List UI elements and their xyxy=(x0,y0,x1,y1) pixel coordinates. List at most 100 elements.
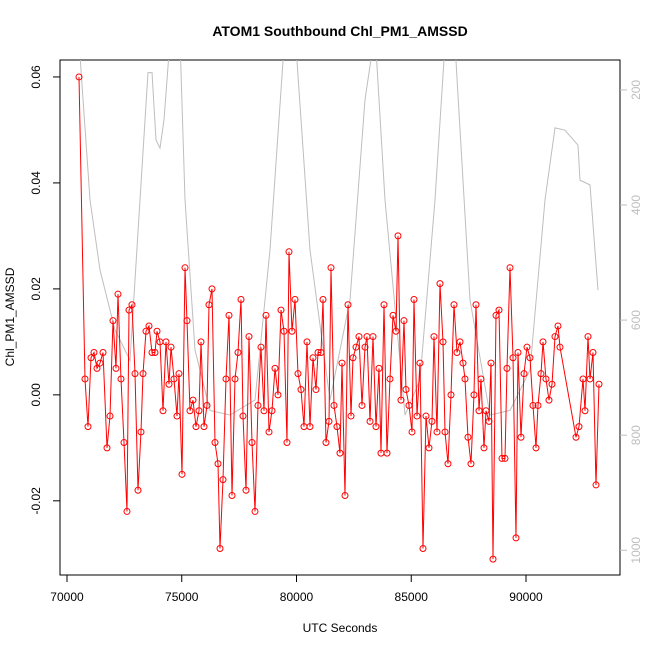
point xyxy=(498,454,506,462)
point xyxy=(441,428,449,436)
y-tick-label: 0.04 xyxy=(29,171,43,195)
point xyxy=(495,306,503,314)
point xyxy=(183,317,191,325)
x-tick-label: 85000 xyxy=(395,590,429,604)
point xyxy=(372,423,380,431)
point xyxy=(314,348,322,356)
point xyxy=(87,354,95,362)
point xyxy=(589,348,597,356)
point xyxy=(419,545,427,553)
y-tick-label: 0.02 xyxy=(29,277,43,301)
y-axis-label: Chl_PM1_AMSSD xyxy=(3,267,17,366)
point xyxy=(480,444,488,452)
point xyxy=(416,359,424,367)
point xyxy=(554,322,562,330)
point xyxy=(134,486,142,494)
point xyxy=(216,545,224,553)
point xyxy=(112,364,120,372)
point xyxy=(584,333,592,341)
point xyxy=(254,401,262,409)
point xyxy=(542,375,550,383)
point xyxy=(245,333,253,341)
point xyxy=(556,343,564,351)
point xyxy=(361,343,369,351)
point xyxy=(170,375,178,383)
point xyxy=(317,348,325,356)
point xyxy=(355,333,363,341)
point xyxy=(125,306,133,314)
point xyxy=(242,486,250,494)
point xyxy=(197,338,205,346)
point xyxy=(461,375,469,383)
point xyxy=(545,396,553,404)
point xyxy=(128,301,136,309)
point xyxy=(181,264,189,272)
point xyxy=(165,380,173,388)
point xyxy=(397,396,405,404)
point xyxy=(109,317,117,325)
point xyxy=(333,423,341,431)
point xyxy=(189,396,197,404)
point xyxy=(131,370,139,378)
point xyxy=(459,359,467,367)
point xyxy=(380,301,388,309)
point xyxy=(211,439,219,447)
y-tick-label: -0.02 xyxy=(29,487,43,515)
point xyxy=(369,333,377,341)
point xyxy=(410,295,418,303)
point xyxy=(338,359,346,367)
point xyxy=(520,370,528,378)
point xyxy=(262,311,270,319)
point xyxy=(425,444,433,452)
point xyxy=(312,386,320,394)
point xyxy=(529,401,537,409)
y2-tick-label: 400 xyxy=(629,195,643,215)
point xyxy=(386,375,394,383)
point xyxy=(225,311,233,319)
point xyxy=(586,375,594,383)
point xyxy=(492,311,500,319)
point xyxy=(137,428,145,436)
point xyxy=(539,338,547,346)
point xyxy=(579,375,587,383)
point xyxy=(297,386,305,394)
point xyxy=(123,507,131,515)
point xyxy=(422,412,430,420)
point xyxy=(159,407,167,415)
point xyxy=(294,370,302,378)
point xyxy=(336,449,344,457)
point xyxy=(222,375,230,383)
point xyxy=(285,248,293,256)
point xyxy=(173,412,181,420)
point xyxy=(349,354,357,362)
point xyxy=(178,470,186,478)
point xyxy=(509,354,517,362)
point xyxy=(464,433,472,441)
point xyxy=(280,327,288,335)
point xyxy=(162,338,170,346)
point xyxy=(81,375,89,383)
point xyxy=(200,423,208,431)
point xyxy=(120,439,128,447)
point xyxy=(512,534,520,542)
point xyxy=(400,317,408,325)
point xyxy=(186,407,194,415)
point xyxy=(192,423,200,431)
point xyxy=(450,301,458,309)
point xyxy=(347,412,355,420)
point xyxy=(489,555,497,563)
point xyxy=(383,449,391,457)
point xyxy=(472,301,480,309)
point xyxy=(208,285,216,293)
point xyxy=(167,343,175,351)
point xyxy=(268,407,276,415)
point xyxy=(503,364,511,372)
point xyxy=(453,348,461,356)
point xyxy=(142,327,150,335)
point xyxy=(214,460,222,468)
point xyxy=(148,348,156,356)
point xyxy=(96,359,104,367)
point xyxy=(436,280,444,288)
point xyxy=(467,460,475,468)
